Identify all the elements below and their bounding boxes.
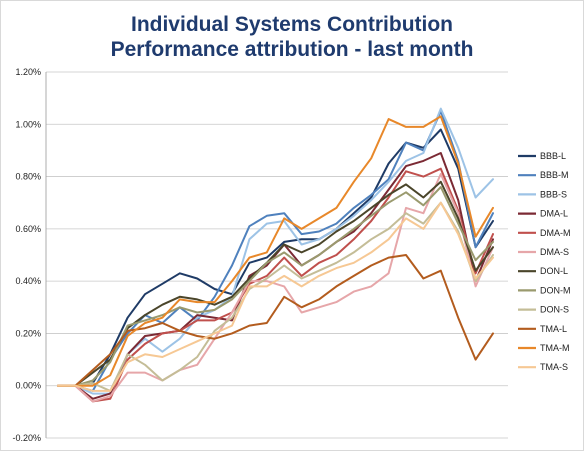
y-tick-label: 0.00% bbox=[15, 381, 41, 391]
legend-label-don-l: DON-L bbox=[540, 266, 568, 276]
y-tick-label: -0.20% bbox=[12, 433, 41, 443]
chart-title: Individual Systems Contribution bbox=[130, 13, 454, 36]
series-line-dma-s bbox=[57, 173, 494, 403]
y-tick-label: 0.60% bbox=[15, 224, 41, 234]
legend-label-bbb-s: BBB-S bbox=[540, 189, 567, 199]
legend-label-tma-s: TMA-S bbox=[540, 362, 568, 372]
legend-label-don-m: DON-M bbox=[540, 285, 571, 295]
legend-label-dma-m: DMA-M bbox=[540, 228, 571, 238]
legend-label-don-s: DON-S bbox=[540, 305, 569, 315]
y-tick-label: 0.20% bbox=[15, 328, 41, 338]
y-tick-label: 0.40% bbox=[15, 276, 41, 286]
y-tick-label: 1.00% bbox=[15, 119, 41, 129]
legend-label-dma-l: DMA-L bbox=[540, 209, 568, 219]
legend-label-dma-s: DMA-S bbox=[540, 247, 569, 257]
series-line-don-l bbox=[57, 180, 494, 387]
series-line-tma-l bbox=[57, 254, 494, 387]
series-line-tma-s bbox=[57, 201, 494, 392]
series-line-bbb-s bbox=[57, 107, 494, 395]
series-line-tma-m bbox=[57, 115, 494, 387]
series-line-don-m bbox=[57, 186, 494, 387]
legend-label-tma-m: TMA-M bbox=[540, 343, 570, 353]
legend-label-tma-l: TMA-L bbox=[540, 324, 567, 334]
series-line-bbb-l bbox=[57, 128, 494, 387]
y-tick-label: 0.80% bbox=[15, 172, 41, 182]
chart-subtitle: Performance attribution - last month bbox=[110, 38, 474, 61]
legend-label-bbb-l: BBB-L bbox=[540, 151, 566, 161]
series-line-don-s bbox=[57, 201, 494, 392]
legend-label-bbb-m: BBB-M bbox=[540, 170, 569, 180]
y-tick-label: 1.20% bbox=[15, 67, 41, 77]
